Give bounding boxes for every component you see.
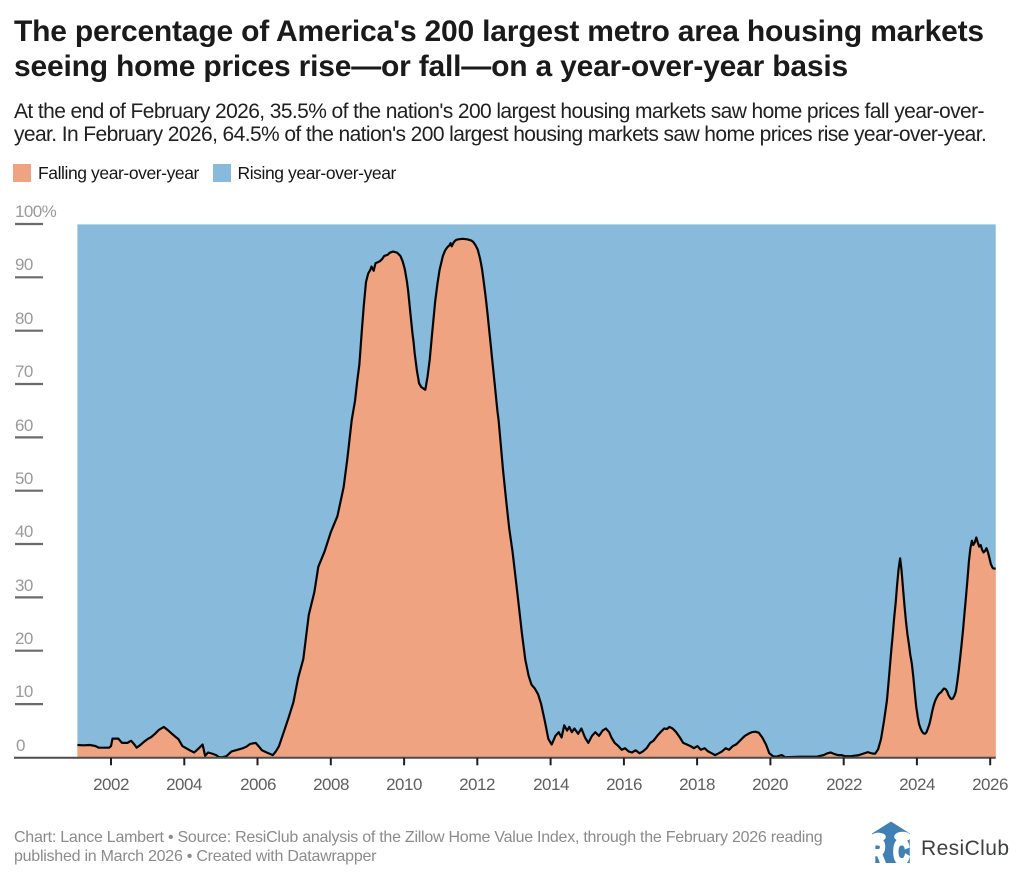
svg-text:R: R [870,834,886,867]
svg-text:C: C [893,834,909,867]
